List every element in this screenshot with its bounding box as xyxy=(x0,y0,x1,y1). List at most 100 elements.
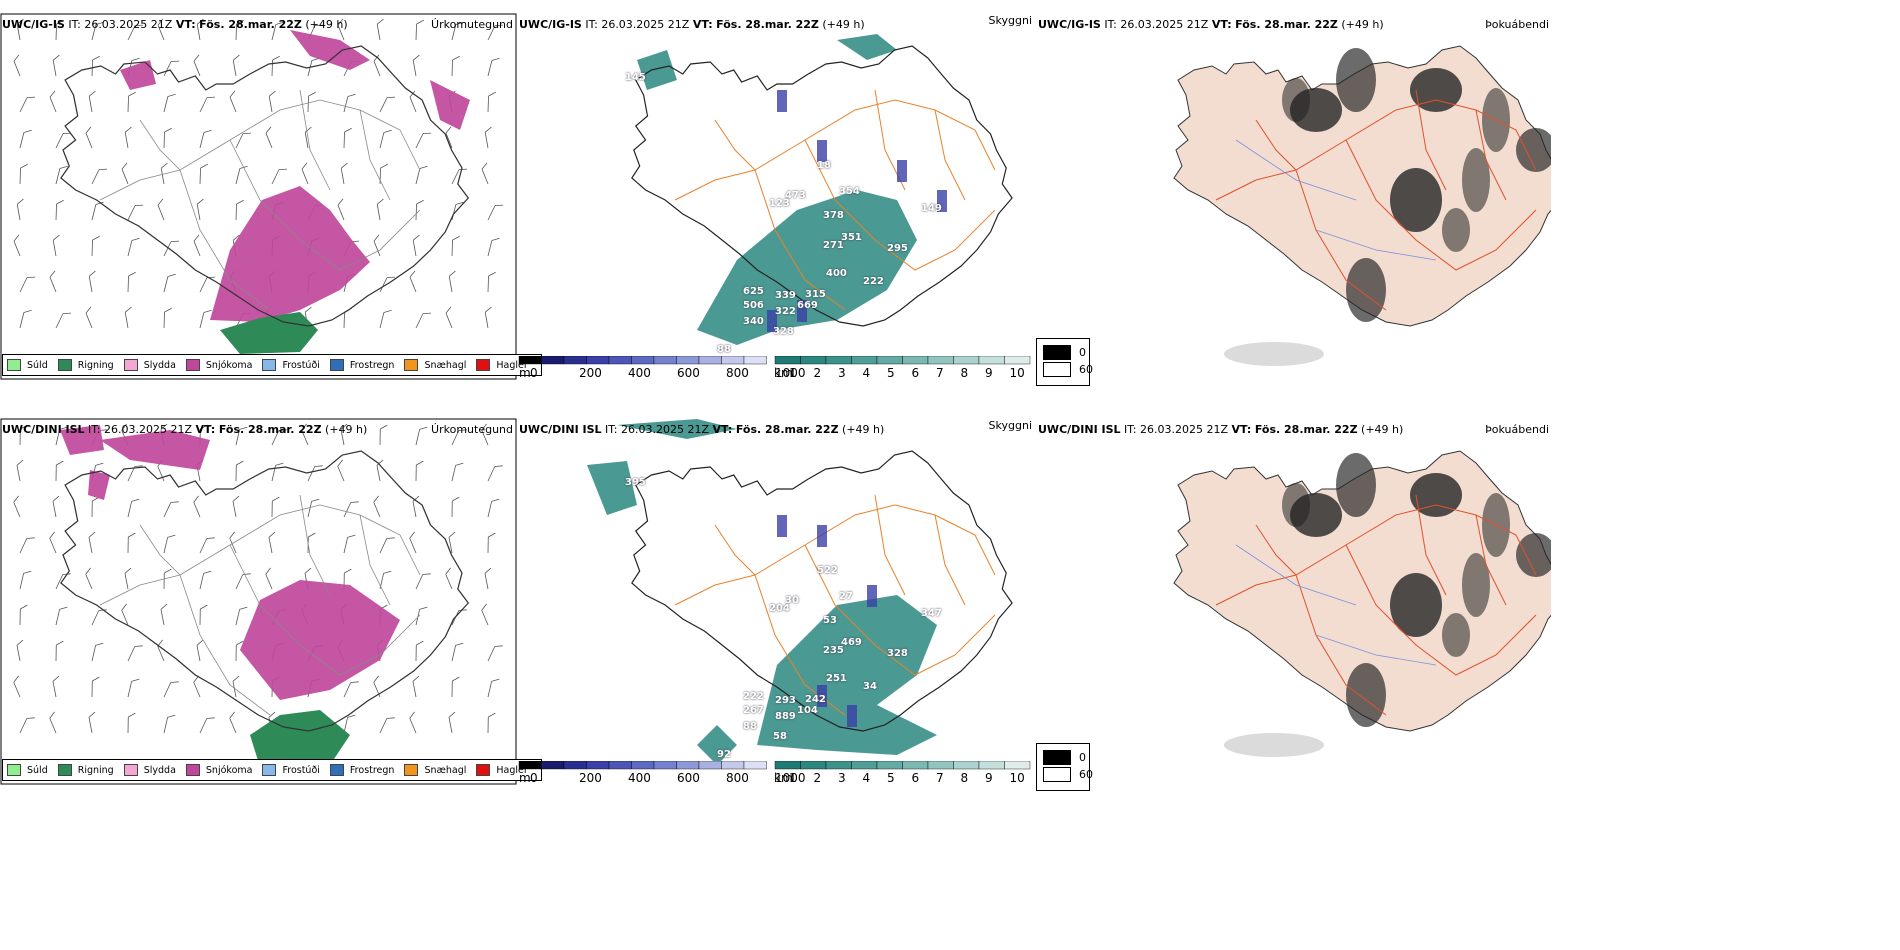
colorbar-km-tick: 4 xyxy=(862,366,871,380)
cloud-base-value: 235 xyxy=(823,645,844,656)
fog-legend-swatch xyxy=(1043,750,1071,765)
cloud-base-value: 92 xyxy=(717,749,731,760)
panel-header: UWC/DINI ISL IT: 26.03.2025 21Z VT: Fös.… xyxy=(1038,423,1403,436)
legend-item: Súld xyxy=(7,359,48,371)
legend-swatch xyxy=(123,359,138,371)
cloud-base-value: 271 xyxy=(823,240,844,251)
legend-swatch xyxy=(404,764,419,776)
valid-time-label: VT: xyxy=(712,423,733,436)
fog-map xyxy=(1173,450,1551,757)
panel-header: UWC/DINI ISL IT: 26.03.2025 21Z VT: Fös.… xyxy=(2,423,367,436)
cloud-base-value: 34 xyxy=(863,681,877,692)
legend-label: Snjókoma xyxy=(205,764,253,776)
cloud-base-value: 395 xyxy=(625,477,646,488)
legend-label: Snæhagl xyxy=(424,359,467,371)
legend-label: Slydda xyxy=(143,359,176,371)
panel-title: Úrkomutegund xyxy=(431,423,513,436)
valid-time-label: VT: xyxy=(1211,18,1232,31)
colorbar-km-tick: 10 xyxy=(1009,771,1025,785)
legend-label: Snæhagl xyxy=(424,764,467,776)
lead-time: (+49 h) xyxy=(842,423,885,436)
init-time: IT: 26.03.2025 21Z xyxy=(605,423,710,436)
lead-time: (+49 h) xyxy=(1341,18,1384,31)
legend-label: Haglél xyxy=(496,359,527,371)
legend-label: Frostregn xyxy=(349,764,395,776)
colorbar-m-unit: m xyxy=(519,771,531,785)
model-name: UWC/DINI ISL xyxy=(519,423,602,436)
legend-swatch xyxy=(329,359,344,371)
cloud-base-value: 242 xyxy=(805,694,826,705)
cloud-base-value: 58 xyxy=(773,731,787,742)
cloud-base-value: 27 xyxy=(839,591,853,602)
cloud-base-value: 18 xyxy=(817,160,831,171)
precip-map xyxy=(0,418,517,785)
init-time: IT: 26.03.2025 21Z xyxy=(68,18,173,31)
cloud-base-value: 145 xyxy=(625,72,646,83)
valid-time-label: VT: xyxy=(692,18,713,31)
colorbar-km-tick: 9 xyxy=(985,366,993,380)
init-time: IT: 26.03.2025 21Z xyxy=(88,423,193,436)
legend-label: Frostregn xyxy=(349,359,395,371)
cloud-base-value: 322 xyxy=(775,306,796,317)
cloud-base-value: 267 xyxy=(743,705,764,716)
cloud-base-value: 378 xyxy=(823,210,844,221)
colorbar-m-tick: 800 xyxy=(726,771,749,785)
panel-header: UWC/IG-IS IT: 26.03.2025 21Z VT: Fös. 28… xyxy=(2,18,348,31)
legend-swatch xyxy=(262,764,277,776)
colorbar-km-tick: 7 xyxy=(936,366,944,380)
legend-swatch xyxy=(123,764,138,776)
valid-time-label: VT: xyxy=(195,423,216,436)
colorbar-m-tick: 800 xyxy=(726,366,749,380)
lead-time: (+49 h) xyxy=(325,423,368,436)
valid-time: Fös. 28.mar. 22Z xyxy=(218,423,322,436)
legend-label: Haglél xyxy=(496,764,527,776)
cloud-base-value: 251 xyxy=(826,673,847,684)
precip-map xyxy=(0,13,517,380)
valid-time: Fös. 28.mar. 22Z xyxy=(716,18,819,31)
fog-legend-label: 0 xyxy=(1079,346,1086,359)
visibility-map xyxy=(587,419,1013,765)
cloud-base-value: 123 xyxy=(769,198,790,209)
cloud-base-value: 339 xyxy=(775,290,796,301)
model-name: UWC/DINI ISL xyxy=(1038,423,1121,436)
colorbar-m-tick: 400 xyxy=(628,771,651,785)
cloud-base-value: 88 xyxy=(717,344,731,355)
cloud-base-value: 625 xyxy=(743,286,764,297)
colorbar-km-tick: 9 xyxy=(985,771,993,785)
colorbar-km-tick: 8 xyxy=(960,366,969,380)
fog-legend-item: 60 xyxy=(1043,767,1093,782)
legend-swatch xyxy=(329,764,344,776)
legend-item: Haglél xyxy=(476,764,527,776)
panel-title: Skyggni xyxy=(988,419,1032,432)
valid-time-label: VT: xyxy=(1231,423,1252,436)
legend-item: Snjókoma xyxy=(185,359,253,371)
legend-item: Rigning xyxy=(57,359,114,371)
cloud-base-value: 53 xyxy=(823,615,837,626)
colorbar-m-tick: 200 xyxy=(579,771,602,785)
legend-label: Súld xyxy=(27,359,48,371)
cloud-base-value: 522 xyxy=(817,565,838,576)
legend-label: Frostúði xyxy=(282,764,320,776)
cloud-base-value: 204 xyxy=(769,603,790,614)
legend-item: Frostregn xyxy=(329,359,395,371)
legend-swatch xyxy=(476,359,491,371)
colorbar-km-tick: 8 xyxy=(960,771,969,785)
colorbar-km-tick: 6 xyxy=(911,366,920,380)
fog-map xyxy=(1173,45,1551,366)
cloud-base-value: 88 xyxy=(743,721,757,732)
legend-swatch xyxy=(7,359,21,371)
fog-legend-label: 60 xyxy=(1079,768,1093,781)
legend-label: Snjókoma xyxy=(205,359,253,371)
visibility-colorbar xyxy=(518,761,1031,770)
lead-time: (+49 h) xyxy=(822,18,865,31)
fog-legend-label: 0 xyxy=(1079,751,1086,764)
colorbar-m-tick: 1000 xyxy=(775,366,806,380)
colorbar-m-tick: 600 xyxy=(677,771,700,785)
cloud-base-value: 104 xyxy=(797,705,818,716)
panel-header: UWC/DINI ISL IT: 26.03.2025 21Z VT: Fös.… xyxy=(519,423,884,436)
legend-item: Haglél xyxy=(476,359,527,371)
colorbar-km-tick: 1 xyxy=(789,771,797,785)
lead-time: (+49 h) xyxy=(305,18,348,31)
legend-label: Súld xyxy=(27,764,48,776)
precip-type-panel: UWC/DINI ISL IT: 26.03.2025 21Z VT: Fös.… xyxy=(0,405,542,785)
